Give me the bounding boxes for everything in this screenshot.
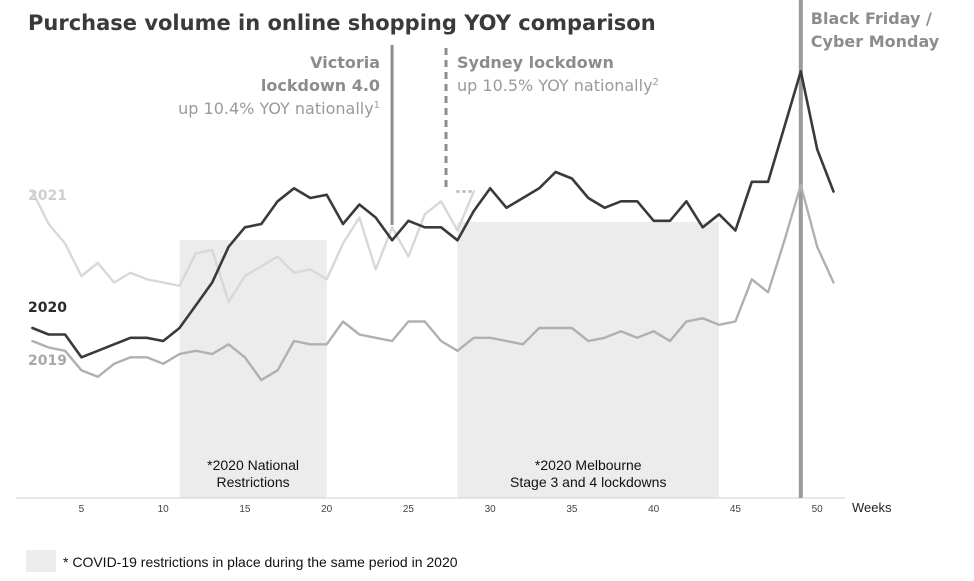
- shaded-region-2-label-2: Stage 3 and 4 lockdowns: [510, 474, 666, 490]
- x-tick-40: 40: [648, 504, 660, 515]
- x-tick-45: 45: [730, 504, 742, 515]
- chart-title: Purchase volume in online shopping YOY c…: [28, 11, 656, 35]
- event-1-superscript: 1: [374, 100, 380, 111]
- event-3-title-2: Cyber Monday: [811, 32, 940, 51]
- event-2-note: up 10.5% YOY nationally2: [457, 76, 659, 95]
- x-tick-5: 5: [79, 504, 85, 515]
- series-line-2020: [31, 70, 835, 359]
- series-lines: [31, 70, 835, 382]
- x-tick-15: 15: [239, 504, 251, 515]
- event-lines: [390, 0, 803, 498]
- shaded-region-1-label-2: Restrictions: [217, 474, 290, 490]
- x-tick-30: 30: [485, 504, 497, 515]
- x-tick-10: 10: [158, 504, 170, 515]
- shaded-region-2-label-1: *2020 Melbourne: [535, 457, 642, 473]
- series-label-2019: 2019: [28, 353, 67, 369]
- shaded-region-1-label-1: *2020 National: [207, 457, 299, 473]
- event-annotations: Victoria lockdown 4.0 up 10.4% YOY nationa…: [178, 9, 940, 118]
- series-line-2019: [31, 183, 835, 382]
- x-axis-title: Weeks: [852, 500, 892, 515]
- series-label-2021: 2021: [28, 188, 67, 204]
- event-1-note: up 10.4% YOY nationally1: [178, 99, 380, 118]
- series-label-2020: 2020: [28, 300, 67, 316]
- event-1-title-1: Victoria: [310, 53, 380, 72]
- x-tick-35: 35: [566, 504, 578, 515]
- x-tick-25: 25: [403, 504, 415, 515]
- event-2-title-1: Sydney lockdown: [457, 53, 614, 72]
- event-3-title-1: Black Friday /: [811, 9, 932, 28]
- x-tick-labels: 5 10 15 20 25 30 35 40 45 50: [79, 504, 824, 515]
- event-2-superscript: 2: [653, 77, 659, 88]
- x-tick-20: 20: [321, 504, 333, 515]
- x-tick-50: 50: [812, 504, 824, 515]
- legend-swatch: [26, 550, 56, 572]
- shaded-region-2: [457, 222, 720, 498]
- event-1-title-2: lockdown 4.0: [261, 76, 380, 95]
- series-line-2021: [31, 190, 475, 304]
- legend-note: * COVID-19 restrictions in place during …: [63, 554, 458, 570]
